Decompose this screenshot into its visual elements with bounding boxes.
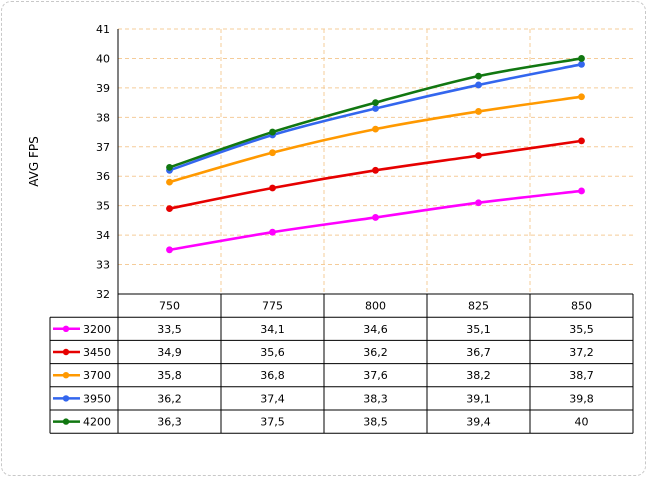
series-3950	[166, 60, 585, 174]
y-tick-label: 33	[96, 259, 110, 272]
data-cell-value: 36,8	[260, 369, 285, 382]
data-cell-value: 36,3	[157, 416, 182, 429]
data-point	[166, 163, 173, 171]
data-cell-value: 38,7	[569, 369, 594, 382]
legend-series-name: 3200	[83, 323, 111, 336]
data-point	[372, 105, 379, 112]
x-category-label: 825	[468, 300, 489, 313]
series-3450	[166, 137, 585, 213]
data-point	[372, 214, 379, 221]
series-3200	[166, 187, 585, 254]
data-point	[578, 137, 585, 145]
data-cell-value: 39,4	[466, 416, 491, 429]
data-point	[578, 93, 585, 101]
data-cell-value: 40	[575, 416, 589, 429]
data-table: 750 775 800 825 850 3200 33,5 34,1 34,6 35,1 35,5 3…	[49, 293, 634, 434]
legend-series-name: 3700	[83, 369, 111, 382]
data-cell-value: 36,2	[157, 392, 182, 405]
data-cell-value: 39,8	[569, 392, 594, 405]
data-cell-value: 37,6	[363, 369, 388, 382]
data-cell-value: 39,1	[466, 392, 491, 405]
y-tick-label: 36	[96, 170, 110, 183]
series-3700	[166, 93, 585, 186]
data-point	[269, 128, 276, 136]
x-category-label: 800	[365, 300, 386, 313]
data-cell-value: 37,2	[569, 346, 594, 359]
legend-key-marker	[62, 418, 70, 425]
series-line	[169, 57, 582, 169]
x-category-label: 775	[262, 300, 283, 313]
data-cell-value: 35,1	[466, 323, 491, 336]
y-axis-title: AVG FPS	[27, 136, 41, 187]
data-point	[166, 178, 173, 186]
data-point	[269, 149, 276, 157]
y-tick-label: 34	[96, 229, 110, 242]
data-cell-value: 38,3	[363, 392, 388, 405]
y-tick-label: 35	[96, 200, 110, 213]
y-tick-label: 38	[96, 111, 110, 124]
data-point	[578, 60, 585, 68]
data-cell-value: 34,1	[260, 323, 285, 336]
y-tick-label: 40	[96, 52, 110, 65]
data-point	[166, 205, 173, 213]
legend-series-name: 3450	[83, 346, 111, 359]
data-point	[475, 152, 482, 160]
data-cell-value: 37,4	[260, 392, 285, 405]
y-tick-label: 32	[96, 288, 110, 301]
data-point	[475, 108, 482, 115]
legend-key-marker	[62, 395, 70, 402]
legend-series-name: 4200	[83, 416, 111, 429]
x-category-label: 750	[159, 300, 180, 313]
legend-series-name: 3950	[83, 392, 111, 405]
data-point	[269, 228, 276, 236]
data-point	[372, 125, 379, 133]
data-point	[475, 72, 482, 80]
data-point	[475, 199, 482, 207]
data-cell-value: 35,8	[157, 369, 182, 382]
data-point	[578, 187, 585, 195]
legend-key-marker	[62, 372, 70, 379]
data-cell-value: 33,5	[157, 323, 182, 336]
data-point	[475, 81, 482, 89]
legend-key-marker	[62, 348, 70, 356]
data-point	[372, 99, 379, 107]
y-tick-label: 39	[96, 82, 110, 95]
data-cell-value: 35,5	[569, 323, 594, 336]
data-point	[269, 184, 276, 192]
data-cell-value: 36,2	[363, 346, 388, 359]
data-cell-value: 35,6	[260, 346, 285, 359]
legend-key-marker	[62, 325, 70, 332]
y-tick-label: 41	[96, 23, 110, 36]
data-cell-value: 34,9	[157, 346, 182, 359]
data-cell-value: 38,2	[466, 369, 491, 382]
data-point	[578, 55, 585, 62]
series-4200	[166, 55, 585, 171]
data-point	[372, 166, 379, 174]
x-category-label: 850	[571, 300, 592, 313]
y-tick-label: 37	[96, 141, 110, 154]
data-cell-value: 37,5	[260, 416, 285, 429]
data-point	[166, 246, 173, 254]
data-cell-value: 36,7	[466, 346, 491, 359]
data-cell-value: 34,6	[363, 323, 388, 336]
data-cell-value: 38,5	[363, 416, 388, 429]
